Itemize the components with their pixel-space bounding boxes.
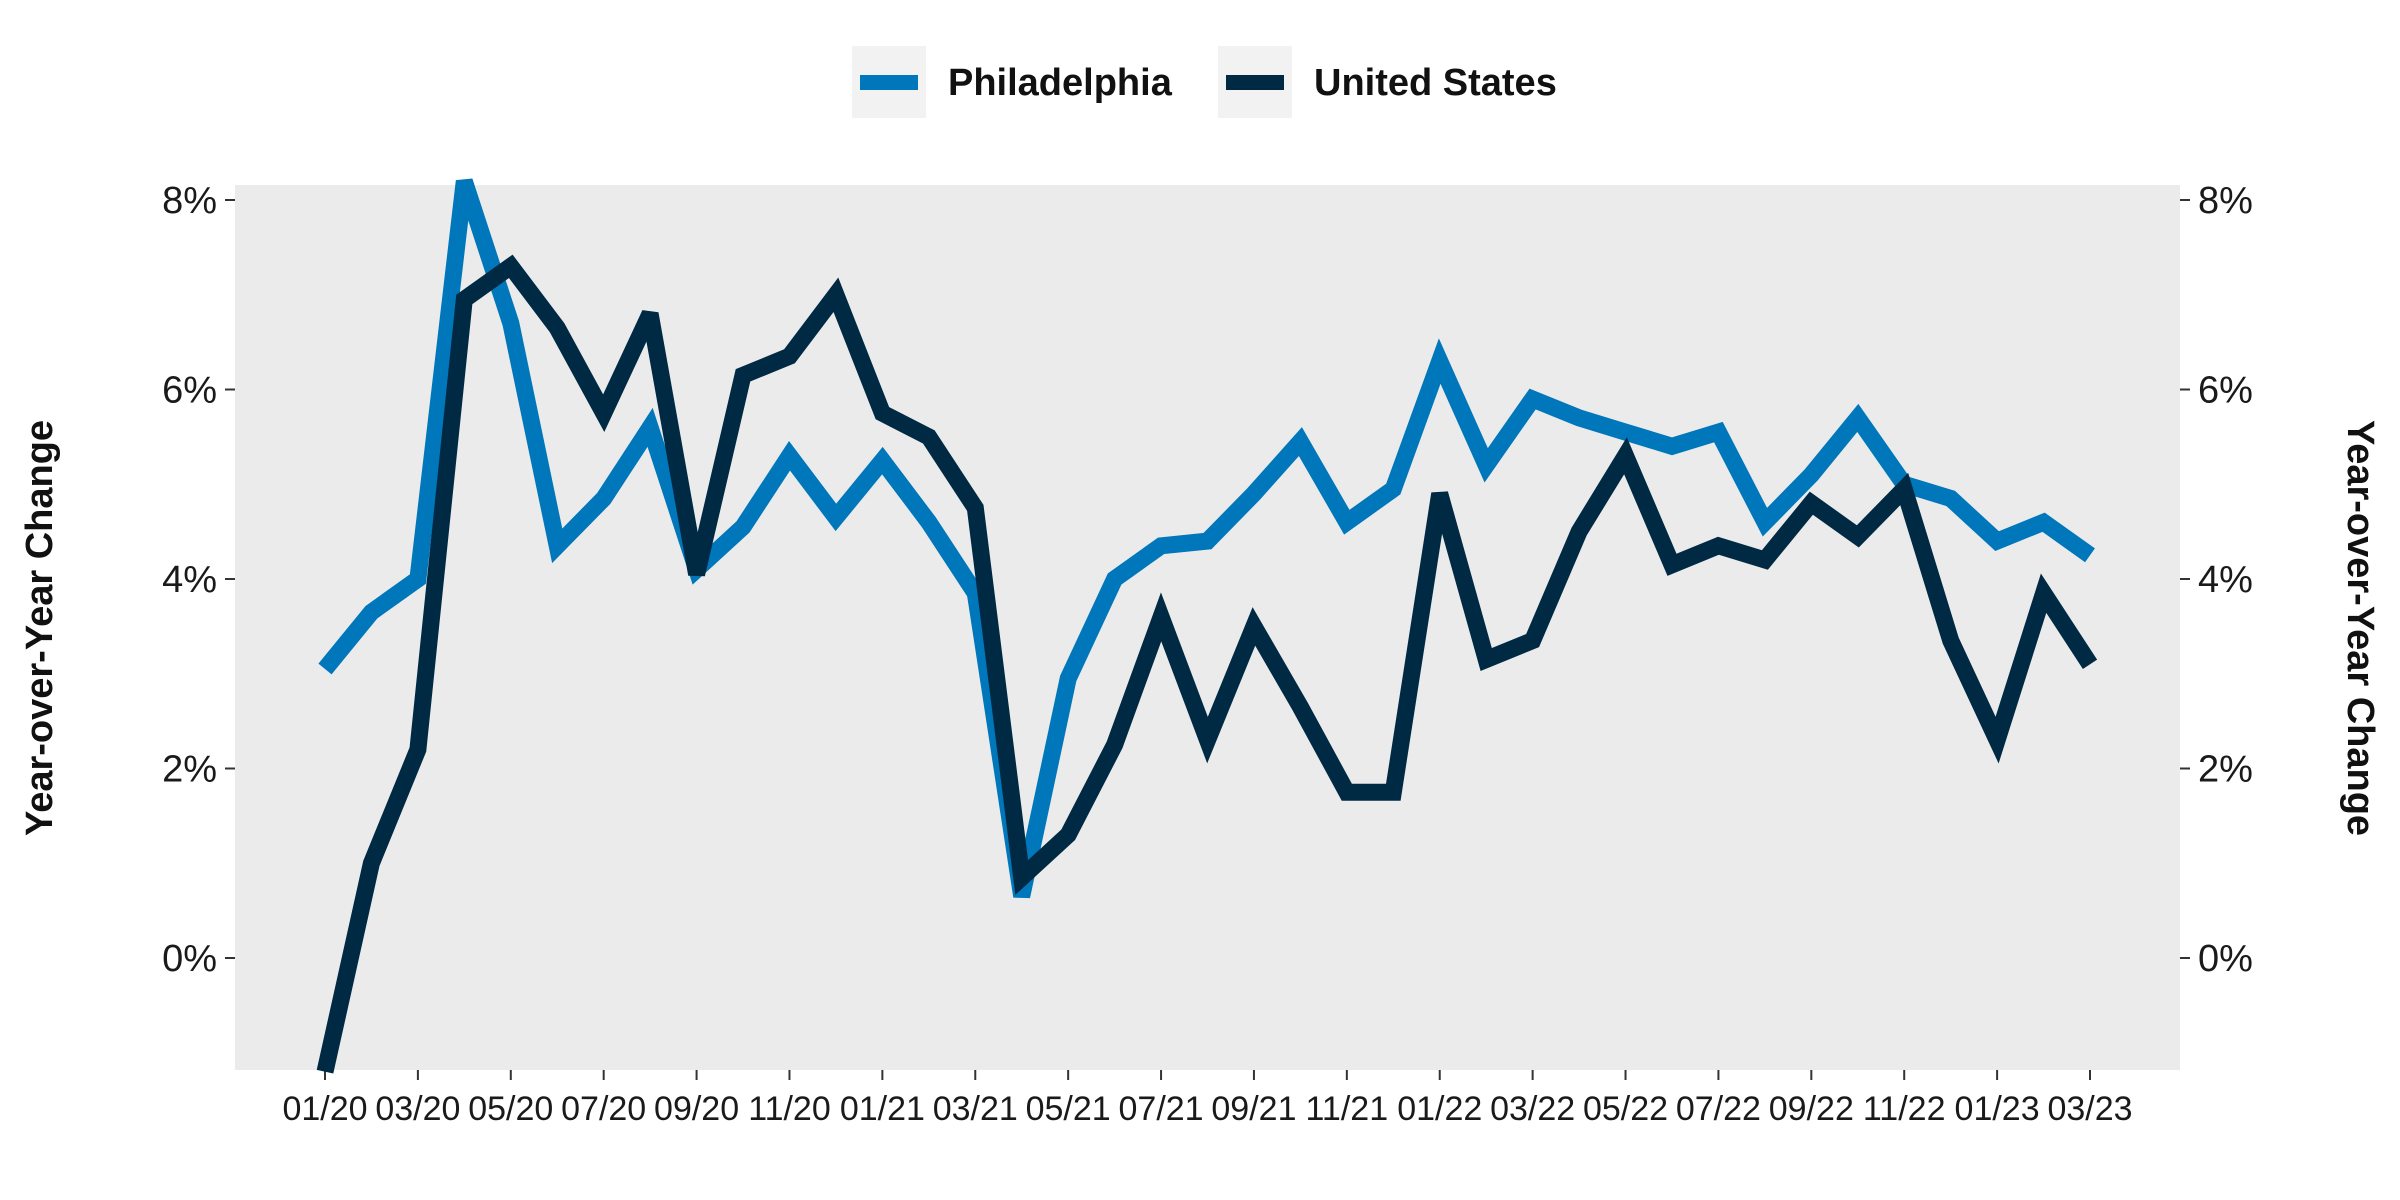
legend-key-philadelphia — [860, 75, 918, 90]
x-tick-label: 07/21 — [1119, 1090, 1204, 1128]
x-tick-label: 09/22 — [1769, 1090, 1854, 1128]
x-axis: 01/20 03/20 05/20 07/20 09/20 11/20 01/21 03/21… — [282, 1070, 2133, 1128]
legend-key-united-states — [1226, 75, 1284, 90]
legend-label-philadelphia: Philadelphia — [948, 62, 1173, 104]
x-tick-label: 03/23 — [2047, 1090, 2132, 1128]
legend: Philadelphia United States — [852, 46, 1557, 118]
x-tick-label: 03/21 — [933, 1090, 1018, 1128]
series-line-united-states — [316, 254, 2098, 1074]
x-tick-label: 07/22 — [1676, 1090, 1761, 1128]
x-tick-label: 11/20 — [748, 1090, 831, 1128]
x-tick-label: 01/22 — [1397, 1090, 1482, 1128]
y-tick-label-right: 8% — [2198, 180, 2253, 222]
x-tick-label: 07/20 — [561, 1090, 646, 1128]
series-line-philadelphia — [318, 178, 2095, 899]
x-tick-label: 11/21 — [1306, 1090, 1389, 1128]
x-tick-label: 05/22 — [1583, 1090, 1668, 1128]
y-axis-title-left: Year-over-Year Change — [19, 420, 61, 836]
x-tick-label: 03/22 — [1490, 1090, 1575, 1128]
x-tick-label: 01/21 — [840, 1090, 925, 1128]
legend-label-united-states: United States — [1314, 62, 1557, 104]
x-tick-label: 05/21 — [1026, 1090, 1111, 1128]
y-tick-label-right: 0% — [2198, 938, 2253, 980]
y-tick-label-left: 6% — [162, 370, 217, 412]
y-tick-label-left: 0% — [162, 938, 217, 980]
x-tick-label: 09/20 — [654, 1090, 739, 1128]
x-tick-label: 03/20 — [375, 1090, 460, 1128]
x-tick-label: 09/21 — [1211, 1090, 1296, 1128]
series-lines — [316, 178, 2098, 1074]
x-tick-label: 01/23 — [1955, 1090, 2040, 1128]
plot-panel — [235, 185, 2180, 1070]
y-axes: 0% 0% 2% 2% 4% 4% 6% 6% 8% 8% — [162, 180, 2253, 980]
y-tick-label-left: 2% — [162, 749, 217, 791]
y-tick-label-left: 8% — [162, 180, 217, 222]
x-tick-label: 05/20 — [468, 1090, 553, 1128]
x-tick-label: 01/20 — [282, 1090, 367, 1128]
y-axis-title-right: Year-over-Year Change — [2339, 420, 2381, 836]
y-tick-label-right: 2% — [2198, 749, 2253, 791]
x-tick-label: 11/22 — [1863, 1090, 1946, 1128]
y-tick-label-left: 4% — [162, 559, 217, 601]
y-tick-label-right: 4% — [2198, 559, 2253, 601]
y-tick-label-right: 6% — [2198, 370, 2253, 412]
